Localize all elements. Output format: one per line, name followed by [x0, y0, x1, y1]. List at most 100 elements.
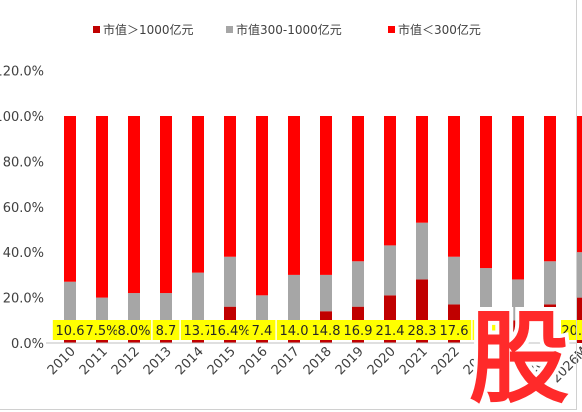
data-label-text: 16.9 — [344, 324, 373, 339]
y-tick-label: 40.0% — [3, 246, 44, 261]
data-label-highlight — [180, 320, 216, 340]
bar-segment — [192, 116, 204, 273]
bar-segment — [96, 116, 108, 298]
legend-item: 市值＞1000亿元 — [93, 22, 194, 37]
legend: 市值＞1000亿元 市值300-1000亿元 市值＜300亿元 — [93, 22, 481, 37]
data-label: 14.0 — [276, 320, 312, 340]
bar-segment — [384, 116, 396, 246]
legend-swatch — [226, 26, 233, 33]
bar-segment — [416, 116, 428, 223]
x-tick-label: 2013 — [141, 344, 175, 378]
data-label-highlight — [248, 320, 276, 340]
legend-swatch — [388, 26, 395, 33]
data-label-text: 7.5% — [85, 324, 118, 339]
data-label-highlight — [472, 320, 500, 340]
bar-segment — [288, 274, 300, 323]
bar-segment — [256, 116, 268, 296]
y-tick-label: 120.0% — [0, 65, 44, 80]
data-label-highlight — [340, 320, 376, 340]
bar-segment — [224, 256, 236, 307]
data-label-text: 28.3 — [408, 324, 437, 339]
data-label-text: 13.7 — [184, 324, 213, 339]
x-tick-label: 2017 — [269, 344, 303, 378]
bar-segment — [320, 274, 332, 312]
data-label-text: 14. — [476, 324, 497, 339]
data-label: 28.3 — [404, 320, 440, 340]
y-tick-label: 100.0% — [0, 110, 44, 125]
data-label-highlight — [372, 320, 408, 340]
legend-item: 市值＜300亿元 — [388, 22, 481, 37]
x-tick-label: 2015 — [205, 344, 239, 378]
data-label-highlight — [308, 320, 344, 340]
bar-segment — [480, 116, 492, 269]
data-label-highlight — [436, 320, 472, 340]
data-label-highlight — [116, 320, 152, 340]
x-tick-label: 2016 — [237, 344, 271, 378]
data-label: 13.7 — [180, 320, 216, 340]
x-tick-label: 2019 — [333, 344, 367, 378]
bar-segment — [544, 116, 556, 262]
data-label-text: 21.4 — [376, 324, 405, 339]
bar-segment — [448, 256, 460, 305]
data-label-highlight — [404, 320, 440, 340]
bar-segment — [576, 116, 582, 253]
bar-segment — [224, 116, 236, 257]
data-label-highlight — [276, 320, 312, 340]
x-tick-label: 2021 — [397, 344, 431, 378]
bar-segment — [384, 245, 396, 296]
bar-segment — [448, 116, 460, 257]
bar-segment — [128, 116, 140, 294]
data-label: 8.7 — [152, 320, 180, 340]
data-label: 8.0% — [116, 320, 152, 340]
x-tick-label: 2022 — [429, 344, 463, 378]
bar-segment — [480, 268, 492, 312]
x-tick-label: 2014 — [173, 344, 207, 378]
watermark-logo: 股股 — [465, 296, 573, 412]
x-tick-label: 2011 — [77, 344, 111, 378]
data-label-text: 16.4% — [209, 324, 250, 339]
y-tick-label: 80.0% — [3, 155, 44, 170]
data-label-highlight — [152, 320, 180, 340]
legend-swatch — [93, 26, 100, 33]
bar-segment — [576, 252, 582, 298]
data-label-text: 7.4 — [252, 324, 273, 339]
legend-label: 市值300-1000亿元 — [236, 22, 342, 37]
bar-segment — [192, 272, 204, 330]
bar-segment — [64, 281, 76, 332]
data-label-highlight — [52, 320, 88, 340]
data-label: 10.6 — [52, 320, 88, 340]
y-axis: 0.0% 20.0% 40.0% 60.0% 80.0% 100.0% 120.0% — [0, 65, 44, 352]
data-label: 7.4 — [248, 320, 276, 340]
bar-segment — [160, 116, 172, 294]
bar-segment — [544, 261, 556, 305]
bar-segment — [544, 304, 556, 343]
x-tick-label: 2010 — [45, 344, 79, 378]
data-label-highlight — [209, 320, 251, 340]
legend-item: 市值300-1000亿元 — [226, 22, 342, 37]
data-label-text: 14.0 — [280, 324, 309, 339]
y-tick-label: 20.0% — [3, 292, 44, 307]
data-label: 14. — [472, 320, 500, 340]
bar-segment — [512, 116, 524, 280]
y-tick-label: 60.0% — [3, 201, 44, 216]
legend-label: 市值＞1000亿元 — [103, 22, 194, 37]
bar-segment — [352, 116, 364, 262]
y-tick-label: 0.0% — [11, 337, 44, 352]
data-label: 16.9 — [340, 320, 376, 340]
bar-segment — [64, 116, 76, 282]
watermark-glyph: 股 — [469, 300, 569, 412]
data-label-text: 8.0% — [117, 324, 150, 339]
bar-segment — [416, 222, 428, 280]
bar-segment — [512, 320, 524, 343]
data-label: 17.6 — [436, 320, 472, 340]
data-label-text: 8.7 — [156, 324, 177, 339]
data-label: 7.5% — [84, 320, 120, 340]
data-label-text: 17.6 — [440, 324, 469, 339]
watermark-outline: 股 — [469, 300, 569, 412]
data-label-text: 14.8 — [312, 324, 341, 339]
data-label: 21.4 — [372, 320, 408, 340]
x-tick-label: 2012 — [109, 344, 143, 378]
x-tick-label: 2018 — [301, 344, 335, 378]
data-label: 16.4% — [209, 320, 251, 340]
